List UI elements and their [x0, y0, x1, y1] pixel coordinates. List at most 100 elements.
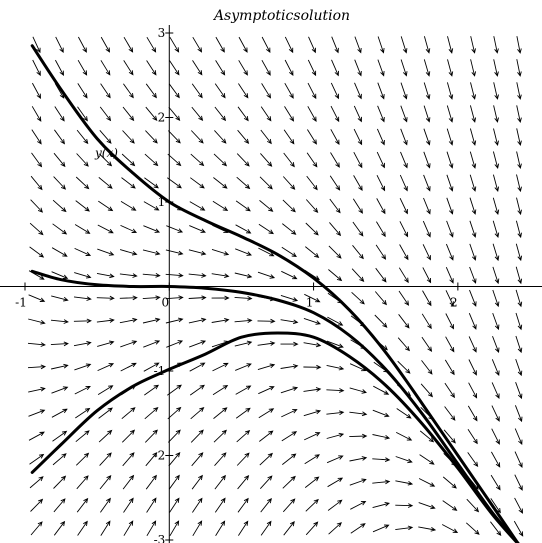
field-arrow: [238, 83, 249, 99]
field-arrow: [73, 340, 92, 347]
field-arrow: [142, 273, 161, 278]
field-arrow: [421, 360, 433, 375]
field-arrow: [377, 82, 385, 100]
field-arrow: [258, 223, 274, 235]
field-arrow: [304, 432, 321, 441]
field-arrow: [284, 59, 294, 77]
field-arrow: [446, 128, 454, 146]
field-arrow: [190, 429, 204, 443]
field-arrow: [284, 82, 294, 99]
field-arrow: [400, 128, 408, 146]
field-arrow: [99, 130, 112, 144]
field-arrow: [123, 83, 134, 99]
field-arrow: [31, 152, 43, 168]
field-arrow: [169, 60, 180, 76]
field-arrow: [280, 341, 299, 347]
field-arrow: [29, 222, 44, 236]
field-arrow: [280, 319, 299, 325]
field-arrow: [491, 359, 500, 376]
field-arrow: [74, 247, 92, 256]
field-arrow: [514, 451, 523, 469]
field-arrow: [354, 82, 362, 100]
field-arrow: [328, 522, 342, 535]
field-arrow: [145, 106, 158, 122]
field-arrow: [165, 295, 184, 300]
field-arrow: [238, 36, 248, 53]
field-arrow: [467, 452, 479, 468]
field-arrow: [443, 429, 456, 444]
field-arrow: [305, 498, 319, 512]
field-arrow: [144, 407, 159, 420]
x-tick-label: 0: [161, 296, 169, 310]
field-arrow: [492, 336, 500, 353]
field-arrow: [50, 341, 69, 347]
field-arrow: [469, 289, 477, 307]
field-arrow: [282, 475, 296, 489]
field-arrow: [515, 289, 523, 308]
field-arrow: [399, 174, 408, 192]
field-arrow: [234, 296, 253, 301]
field-arrow: [192, 36, 203, 53]
field-arrow: [446, 220, 454, 238]
field-arrow: [190, 153, 205, 167]
field-arrow: [446, 197, 454, 215]
field-arrow: [214, 83, 226, 99]
field-arrow: [213, 177, 228, 189]
field-arrow: [30, 199, 43, 213]
field-arrow: [395, 525, 414, 531]
field-arrow: [493, 105, 499, 123]
field-arrow: [447, 36, 454, 54]
field-arrow: [189, 340, 207, 348]
field-arrow: [377, 105, 385, 123]
tick-labels: -1 0 1 2 -3 -2 -1 1 2 3: [15, 26, 458, 543]
field-arrow: [493, 128, 499, 147]
field-arrow: [237, 497, 249, 513]
field-arrow: [99, 106, 112, 122]
field-arrow: [188, 249, 207, 256]
field-arrow: [98, 429, 113, 443]
field-arrow: [259, 475, 273, 490]
field-arrow: [74, 224, 91, 234]
field-arrow: [515, 312, 523, 331]
field-arrow: [423, 174, 431, 192]
field-arrow: [143, 340, 161, 348]
field-arrow: [123, 60, 134, 76]
field-arrow: [237, 474, 250, 490]
field-arrow: [235, 248, 252, 256]
field-arrow: [51, 386, 69, 394]
field-arrow: [516, 197, 522, 216]
field-arrow: [353, 105, 362, 123]
field-arrow: [399, 221, 409, 238]
solution-curves: [30, 44, 520, 543]
x-tick-label: -1: [15, 296, 27, 310]
field-arrow: [469, 220, 477, 238]
field-arrow: [515, 382, 523, 400]
field-arrow: [422, 267, 432, 284]
field-arrow: [280, 386, 299, 394]
field-arrow: [76, 129, 89, 145]
solution-curve-3: [30, 331, 520, 543]
field-arrow: [421, 313, 432, 330]
field-arrow: [349, 433, 368, 439]
field-arrow: [493, 82, 499, 100]
field-arrow: [167, 406, 182, 420]
field-arrow: [28, 294, 46, 302]
field-arrow: [188, 273, 207, 278]
field-arrow: [191, 83, 203, 99]
field-arrow: [375, 267, 387, 283]
field-arrow: [99, 452, 112, 466]
y-tick-label: -1: [154, 364, 166, 378]
field-arrow: [376, 198, 386, 215]
field-arrow: [283, 129, 295, 145]
field-arrow: [145, 474, 157, 490]
y-tick-label: 1: [158, 195, 166, 209]
field-arrow: [120, 340, 138, 348]
field-arrow: [75, 430, 90, 443]
field-arrow: [97, 248, 115, 256]
y-tick-label: -3: [154, 533, 166, 543]
field-arrow: [257, 341, 276, 346]
field-arrow: [349, 411, 368, 417]
field-arrow: [354, 59, 362, 77]
field-arrow: [418, 526, 437, 532]
field-arrow: [327, 499, 343, 511]
